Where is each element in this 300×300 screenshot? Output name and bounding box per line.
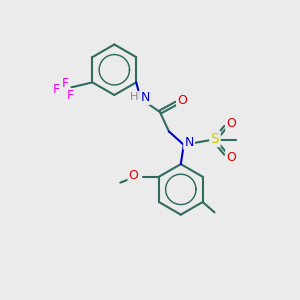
Text: F: F — [53, 83, 60, 96]
Text: O: O — [226, 151, 236, 164]
Text: S: S — [211, 132, 219, 146]
Text: N: N — [140, 91, 150, 104]
Text: O: O — [177, 94, 187, 107]
Text: F: F — [67, 89, 74, 102]
Text: O: O — [129, 169, 139, 182]
Text: F: F — [62, 77, 69, 90]
Text: H: H — [130, 92, 138, 102]
Text: O: O — [226, 118, 236, 130]
Text: N: N — [184, 136, 194, 149]
